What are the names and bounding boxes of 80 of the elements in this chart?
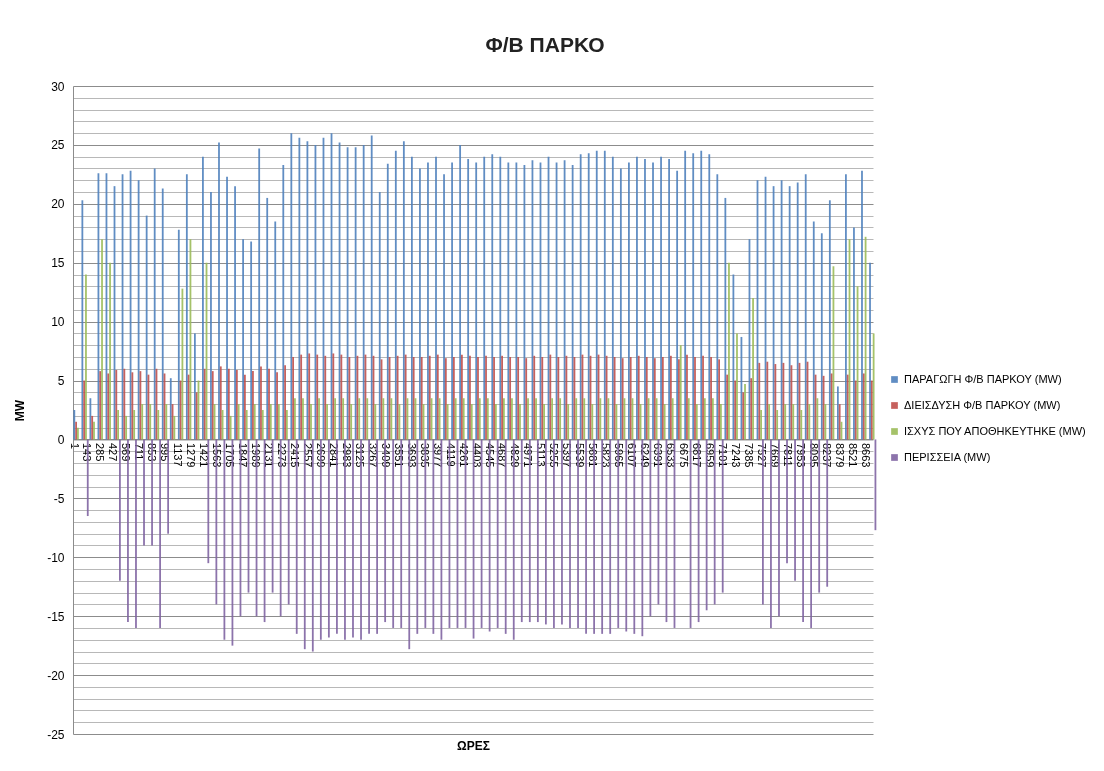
y-tick-label: -25	[47, 727, 65, 742]
x-axis-title: ΩΡΕΣ	[457, 738, 490, 753]
x-tick-label: 5965	[613, 442, 626, 468]
x-tick-label: 4119	[444, 442, 457, 467]
x-tick-label: 6959	[704, 442, 717, 468]
x-tick-label: 4403	[470, 442, 483, 468]
x-tick-label: 3409	[379, 442, 392, 468]
x-tick-label: 1989	[250, 442, 263, 468]
x-tick-label: 1279	[185, 442, 198, 468]
x-tick-label: 3693	[405, 442, 418, 468]
x-tick-label: 1563	[211, 442, 224, 468]
x-tick-label: 6249	[639, 442, 652, 468]
x-tick-label: 143	[81, 442, 94, 462]
x-tick-label: 2699	[314, 442, 327, 468]
x-tick-label: 7527	[755, 442, 768, 468]
x-tick-label: 5681	[587, 442, 600, 468]
x-tick-label: 4971	[522, 442, 535, 468]
y-tick-label: 25	[51, 138, 65, 153]
legend-label: ΙΣΧΥΣ ΠΟΥ ΑΠΟΘΗΚΕΥΤΗΚΕ (MW)	[904, 424, 1086, 437]
x-tick-label: 853	[146, 442, 159, 462]
x-tick-label: 7101	[716, 442, 729, 468]
x-tick-label: 3267	[366, 442, 379, 468]
x-tick-label: 285	[94, 442, 107, 462]
x-tick-label: 2557	[301, 442, 314, 468]
x-tick-label: 7953	[794, 442, 807, 468]
x-tick-label: 4829	[509, 442, 522, 468]
x-tick-label: 1137	[172, 442, 185, 467]
x-tick-label: 6107	[626, 442, 639, 468]
x-tick-label: 3835	[418, 442, 431, 468]
x-tick-label: 4261	[457, 442, 470, 468]
x-tick-label: 2415	[288, 442, 301, 468]
x-tick-label: 5397	[561, 442, 574, 468]
y-tick-label: 30	[51, 79, 65, 94]
x-tick-label: 5823	[600, 442, 613, 468]
x-tick-label: 1847	[237, 442, 250, 468]
legend-label: ΠΕΡΙΣΣΕΙΑ (MW)	[904, 450, 991, 463]
y-tick-label: -15	[47, 609, 65, 624]
x-tick-label: 8663	[859, 442, 872, 468]
y-tick-label: 5	[57, 374, 65, 389]
x-tick-label: 3125	[353, 442, 366, 468]
x-tick-label: 5255	[548, 442, 561, 468]
y-axis-title: MW	[13, 399, 28, 422]
y-tick-label: 0	[57, 432, 65, 447]
x-tick-label: 6817	[691, 442, 704, 468]
y-tick-label: -5	[53, 491, 65, 506]
y-tick-label: 20	[51, 197, 65, 212]
x-tick-label: 8237	[820, 442, 833, 468]
legend-label: ΔΙΕΙΣΔΥΣΗ Φ/Β ΠΑΡΚΟΥ (MW)	[904, 398, 1061, 411]
x-tick-label: 3551	[392, 442, 405, 468]
x-tick-label: 7811	[781, 442, 794, 467]
y-tick-label: 15	[51, 256, 65, 271]
legend-label: ΠΑΡΑΓΩΓΗ Φ/Β ΠΑΡΚΟΥ (MW)	[904, 372, 1062, 385]
x-tick-label: 1421	[198, 442, 211, 468]
x-tick-label: 2131	[263, 442, 276, 468]
x-tick-label: 427	[107, 442, 120, 462]
y-tick-label: -10	[47, 550, 65, 565]
x-tick-label: 569	[120, 442, 133, 462]
chart-title: Φ/Β ΠΑΡΚΟ	[485, 33, 605, 56]
x-tick-label: 6533	[665, 442, 678, 468]
x-tick-label: 5539	[574, 442, 587, 468]
x-tick-label: 2841	[327, 442, 340, 468]
x-tick-label: 6391	[652, 442, 665, 468]
x-tick-label: 8521	[846, 442, 859, 468]
x-tick-label: 4545	[483, 442, 496, 468]
x-tick-label: 6675	[678, 442, 691, 468]
y-tick-label: 10	[51, 315, 65, 330]
x-tick-label: 7243	[729, 442, 742, 468]
x-tick-label: 7385	[742, 442, 755, 468]
y-tick-label: -20	[47, 668, 65, 683]
x-tick-label: 1705	[224, 442, 237, 468]
x-tick-label: 995	[159, 442, 172, 462]
x-tick-label: 8379	[833, 442, 846, 468]
x-tick-label: 8095	[807, 442, 820, 468]
x-tick-label: 4687	[496, 442, 509, 468]
x-tick-label: 2273	[276, 442, 289, 468]
x-tick-label: 7669	[768, 442, 781, 468]
x-tick-label: 3977	[431, 442, 444, 468]
x-tick-label: 2983	[340, 442, 353, 468]
x-tick-label: 5113	[535, 442, 548, 467]
x-tick-label: 711	[133, 442, 146, 461]
